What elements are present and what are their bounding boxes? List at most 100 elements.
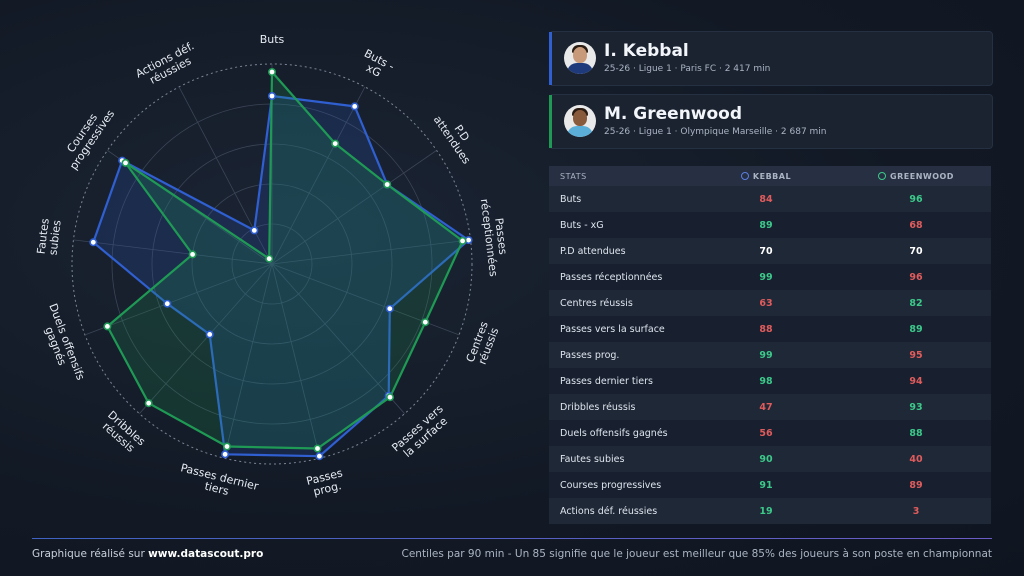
- point-greenwood: [144, 399, 153, 408]
- point-greenwood: [223, 442, 232, 451]
- stat-value-greenwood: 70: [909, 245, 923, 257]
- player-name: I. Kebbal: [604, 41, 689, 61]
- point-greenwood: [383, 180, 392, 189]
- stat-value-kebbal: 90: [759, 453, 773, 465]
- stat-value-kebbal: 63: [759, 297, 773, 309]
- point-greenwood: [265, 254, 274, 263]
- grid-spoke: [139, 263, 273, 414]
- point-kebbal: [205, 330, 214, 339]
- stats-row: Buts - xG 89 68: [549, 212, 991, 238]
- point-kebbal: [385, 304, 394, 313]
- grid-spoke: [73, 239, 273, 265]
- axis-label: Buts -xG: [356, 47, 396, 84]
- stat-label: Courses progressives: [560, 479, 662, 491]
- footer-divider: [32, 538, 992, 539]
- player-card-greenwood: M. Greenwood 25-26 · Ligue 1 · Olympique…: [549, 94, 993, 149]
- grid-spoke: [178, 86, 273, 265]
- stat-value-kebbal: 56: [759, 427, 773, 439]
- axis-label: Passesprog.: [305, 466, 347, 499]
- point-kebbal: [250, 226, 259, 235]
- greenwood-dot: [878, 171, 887, 180]
- axis-label: Passesréceptionnées: [478, 197, 512, 278]
- header-greenwood: GREENWOOD: [841, 171, 991, 181]
- stat-label: Passes dernier tiers: [560, 375, 653, 387]
- grid-spoke: [223, 263, 273, 459]
- stats-table-body: Buts 84 96 Buts - xG 89 68 P.D attendues 70 70 Pa…: [549, 186, 991, 524]
- stats-row: Passes prog. 99 95: [549, 342, 991, 368]
- grid-spoke: [271, 239, 471, 265]
- axis-label: Dribblesréussis: [97, 408, 148, 457]
- stat-value-kebbal: 47: [759, 401, 773, 413]
- stat-value-greenwood: 68: [909, 219, 923, 231]
- axis-label: Fautessubies: [35, 217, 64, 256]
- player-name: M. Greenwood: [604, 104, 743, 124]
- stats-row: Dribbles réussis 47 93: [549, 394, 991, 420]
- stat-value-kebbal: 99: [759, 349, 773, 361]
- axis-label: Actions déf.réussies: [133, 39, 201, 91]
- stat-value-greenwood: 89: [909, 323, 923, 335]
- player-color-bar: [549, 95, 552, 148]
- grid-spoke: [271, 263, 405, 414]
- axis-label: Passes derniertiers: [176, 461, 260, 504]
- stat-label: Dribbles réussis: [560, 401, 636, 413]
- stat-value-kebbal: 88: [759, 323, 773, 335]
- header-stat: STATS: [560, 171, 587, 181]
- stat-value-greenwood: 96: [909, 193, 923, 205]
- stat-label: Fautes subies: [560, 453, 625, 465]
- axis-label: Coursesprogressives: [57, 101, 117, 173]
- stats-row: Courses progressives 91 89: [549, 472, 991, 498]
- stat-label: Buts: [560, 193, 582, 205]
- stat-label: Passes réceptionnées: [560, 271, 663, 283]
- footer-note: Centiles par 90 min - Un 85 signifie que…: [401, 548, 993, 560]
- stat-value-kebbal: 84: [759, 193, 773, 205]
- point-greenwood: [385, 393, 394, 402]
- stat-value-greenwood: 96: [909, 271, 923, 283]
- stats-row: Passes vers la surface 88 89: [549, 316, 991, 342]
- stat-value-kebbal: 99: [759, 271, 773, 283]
- axis-label: Buts: [260, 33, 285, 46]
- point-kebbal: [315, 452, 324, 461]
- stats-row: Centres réussis 63 82: [549, 290, 991, 316]
- point-greenwood: [188, 250, 197, 259]
- stat-value-greenwood: 94: [909, 375, 923, 387]
- stat-value-kebbal: 70: [759, 245, 773, 257]
- stat-value-greenwood: 40: [909, 453, 923, 465]
- stats-table-header: STATS KEBBAL GREENWOOD: [549, 166, 991, 186]
- stats-row: Duels offensifs gagnés 56 88: [549, 420, 991, 446]
- grid-spoke: [271, 150, 437, 265]
- stat-value-kebbal: 91: [759, 479, 773, 491]
- stat-label: Actions déf. réussies: [560, 505, 658, 517]
- radar-chart: Buts Buts -xG P.Dattendues Passesréceptionn…: [35, 33, 512, 504]
- player-color-bar: [549, 32, 552, 85]
- player-card-kebbal: I. Kebbal 25-26 · Ligue 1 · Paris FC · 2…: [549, 31, 993, 86]
- stat-label: Passes prog.: [560, 349, 620, 361]
- stat-value-kebbal: 89: [759, 219, 773, 231]
- point-greenwood: [421, 318, 430, 327]
- grid-ring-outer: [71, 63, 473, 465]
- stat-label: Passes vers la surface: [560, 323, 665, 335]
- stat-value-greenwood: 95: [909, 349, 923, 361]
- player-avatar: [564, 105, 596, 137]
- header-kebbal: KEBBAL: [691, 171, 841, 181]
- stat-value-greenwood: 93: [909, 401, 923, 413]
- stat-label: P.D attendues: [560, 245, 626, 257]
- axis-label: Passes versla surface: [389, 402, 454, 463]
- axis-label: Centresréussis: [464, 319, 503, 368]
- grid-spoke: [271, 263, 321, 459]
- stat-value-greenwood: 89: [909, 479, 923, 491]
- stat-value-kebbal: 19: [759, 505, 773, 517]
- stats-table: STATS KEBBAL GREENWOOD Buts 84 96 Buts - xG…: [549, 166, 991, 524]
- point-greenwood: [331, 139, 340, 148]
- stats-row: Passes dernier tiers 98 94: [549, 368, 991, 394]
- kebbal-dot: [740, 171, 749, 180]
- point-greenwood: [267, 68, 276, 77]
- stat-label: Centres réussis: [560, 297, 633, 309]
- stat-label: Buts - xG: [560, 219, 604, 231]
- player-meta: 25-26 · Ligue 1 · Olympique Marseille · …: [604, 127, 827, 137]
- point-kebbal: [350, 102, 359, 111]
- point-kebbal: [267, 92, 276, 101]
- stat-value-greenwood: 3: [912, 505, 920, 517]
- stat-value-kebbal: 98: [759, 375, 773, 387]
- stats-row: P.D attendues 70 70: [549, 238, 991, 264]
- footer-site-link[interactable]: www.datascout.pro: [148, 548, 264, 560]
